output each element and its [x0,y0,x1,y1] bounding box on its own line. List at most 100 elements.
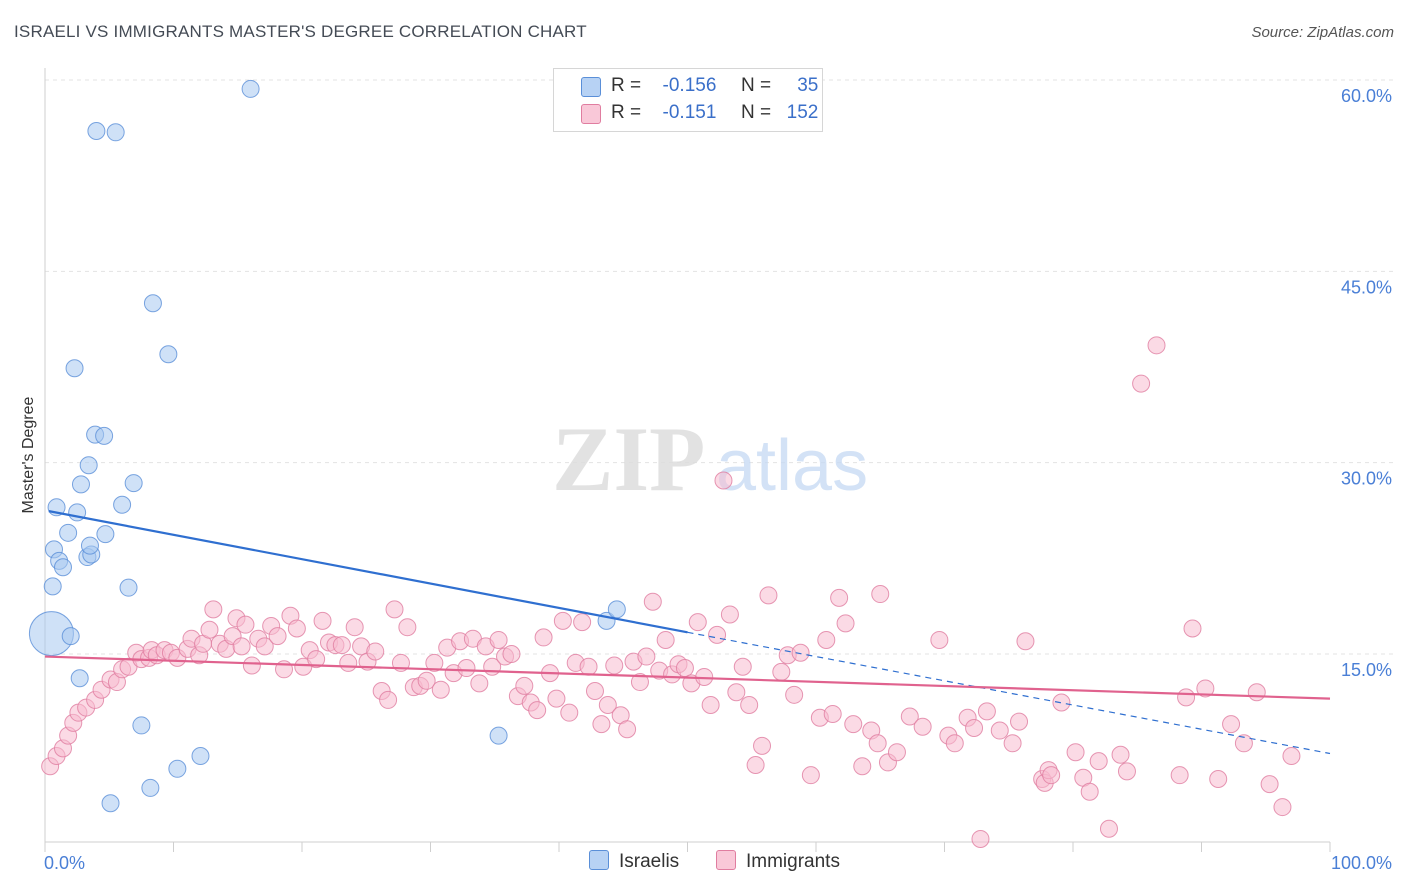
immigrants-point-135 [945,734,964,753]
immigrants-point-109 [733,657,752,676]
immigrants-point-78 [534,628,553,647]
israelis-point-7 [61,627,80,646]
immigrants-point-130 [887,743,906,762]
immigrants-point-80 [547,689,566,708]
chart-title: ISRAELI VS IMMIGRANTS MASTER'S DEGREE CO… [14,22,587,41]
immigrants-point-131 [900,707,919,726]
immigrants-point-151 [1080,782,1099,801]
immigrants-point-68 [470,674,489,693]
israelis-point-21 [106,123,125,142]
immigrants-point-93 [630,673,649,692]
immigrants-point-110 [740,696,759,715]
legend-n-israelis: 35 [797,75,819,96]
immigrants-point-165 [1247,683,1266,702]
series-immigrants [41,336,1301,848]
immigrants-point-167 [1273,798,1292,817]
immigrants-point-137 [965,718,984,737]
immigrants-point-161 [1196,679,1215,698]
immigrants-point-160 [1183,619,1202,638]
immigrants-point-100 [675,659,694,678]
immigrants-point-154 [1111,745,1130,764]
immigrants-point-147 [1042,766,1061,785]
immigrants-point-81 [553,611,572,630]
israelis-point-11 [71,475,90,494]
israelis-trend-line [48,510,688,634]
immigrants-point-112 [753,736,772,755]
immigrants-point-60 [417,671,436,690]
israelis-point-20 [101,794,120,813]
immigrants-point-43 [307,650,326,669]
israelis-point-15 [80,536,99,555]
legend-swatch-israelis [581,77,601,97]
y-tick-label-2: 45.0% [1341,277,1392,297]
immigrants-point-77 [528,701,547,720]
immigrants-point-117 [791,643,810,662]
israelis-point-17 [87,122,106,141]
axes [44,68,1331,852]
israelis-point-6 [59,523,78,542]
legend-swatch-immigrants [581,104,601,124]
y-tick-label-3: 60.0% [1341,86,1392,106]
immigrants-point-143 [1016,632,1035,651]
israelis-point-28 [159,345,178,364]
immigrants-point-95 [643,592,662,611]
immigrants-point-88 [598,696,617,715]
israelis-point-25 [132,716,151,735]
israelis-point-8 [65,359,84,378]
israelis-point-23 [119,578,138,597]
immigrants-point-54 [379,690,398,709]
immigrants-point-106 [714,471,733,490]
immigrants-point-127 [868,734,887,753]
israelis-point-18 [95,426,114,445]
immigrants-point-157 [1147,336,1166,355]
immigrants-point-140 [990,721,1009,740]
immigrants-point-156 [1132,374,1151,393]
israelis-point-22 [113,495,132,514]
israelis-point-26 [141,778,160,797]
immigrants-point-82 [560,703,579,722]
immigrants-point-152 [1089,752,1108,771]
watermark-zip: ZIP [552,408,705,510]
immigrants-point-94 [637,647,656,666]
immigrants-point-166 [1260,775,1279,794]
immigrants-point-89 [605,656,624,675]
immigrants-point-104 [701,696,720,715]
immigrants-point-35 [255,637,274,656]
israelis-point-31 [241,79,260,98]
immigrants-point-85 [579,657,598,676]
immigrants-point-158 [1170,766,1189,785]
immigrants-point-102 [688,613,707,632]
immigrants-point-124 [844,715,863,734]
immigrants-point-97 [656,630,675,649]
bottom-legend-israelis: Israelis [589,850,679,873]
immigrants-point-25 [200,620,219,639]
immigrants-point-118 [801,766,820,785]
israelis-point-10 [70,669,89,688]
israelis-point-27 [143,294,162,313]
immigrants-point-168 [1282,747,1301,766]
immigrants-point-113 [759,586,778,605]
immigrants-point-139 [977,702,996,721]
immigrants-point-138 [971,829,990,848]
israelis-point-34 [489,726,508,745]
israelis-point-30 [191,747,210,766]
immigrants-point-120 [817,630,836,649]
x-tick-label-1: 100.0% [1331,853,1392,873]
israelis-point-29 [168,759,187,778]
legend-text-immigrants: R = -0.151 N = 152 [611,102,819,123]
immigrants-point-116 [785,685,804,704]
immigrants-point-133 [930,630,949,649]
immigrants-point-48 [339,653,358,672]
trend-lines [44,510,1331,755]
gridlines [45,79,1395,655]
bottom-legend-immigrants: Immigrants [716,850,840,873]
immigrants-point-107 [720,605,739,624]
legend-r-israelis: -0.156 [662,75,717,96]
immigrants-point-162 [1209,770,1228,789]
immigrants-point-55 [385,600,404,619]
bottom-legend-label-immigrants: Immigrants [746,851,840,872]
legend-r-immigrants: -0.151 [662,102,717,123]
israelis-point-5 [53,558,72,577]
bottom-legend-swatch-immigrants [716,850,736,870]
